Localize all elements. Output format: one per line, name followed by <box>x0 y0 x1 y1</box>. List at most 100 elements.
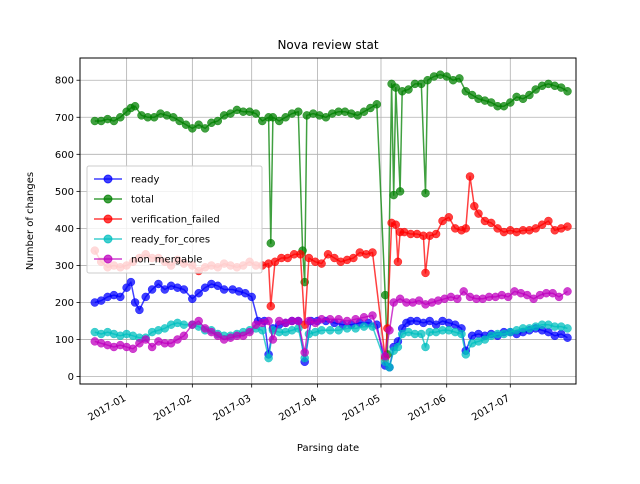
data-point-total <box>391 83 401 92</box>
data-point-non_mergable <box>245 327 254 337</box>
data-point-non_mergable <box>334 314 343 324</box>
data-point-verification_failed <box>544 216 553 226</box>
legend-box <box>86 165 263 274</box>
y-tick-label: 300 <box>55 261 74 272</box>
data-point-non_mergable <box>238 331 248 341</box>
data-point-ready <box>425 316 434 326</box>
plot-series <box>90 70 572 372</box>
data-point-non_mergable <box>311 318 320 328</box>
data-point-verification_failed <box>368 248 377 257</box>
data-point-total <box>194 120 203 129</box>
data-point-total <box>417 79 426 89</box>
data-point-total <box>266 238 276 248</box>
data-point-non_mergable <box>179 331 189 341</box>
data-point-ready <box>126 277 136 287</box>
legend-entry-ready: ready <box>94 174 160 186</box>
data-point-ready_for_cores <box>317 326 326 335</box>
data-point-total <box>169 113 178 122</box>
data-point-total <box>258 116 267 126</box>
data-point-total <box>421 188 430 198</box>
data-point-total <box>359 107 369 116</box>
legend: ready total verification_failed ready_for_c… <box>86 165 263 274</box>
legend-entry-total: total <box>94 194 154 206</box>
data-point-total <box>372 100 382 109</box>
data-point-total <box>181 120 191 129</box>
legend-label: total <box>131 195 154 206</box>
data-point-total <box>563 87 572 96</box>
data-point-verification_failed <box>421 268 430 278</box>
data-point-total <box>274 116 284 126</box>
y-tick-label: 400 <box>55 224 74 235</box>
data-point-non_mergable <box>188 320 197 329</box>
data-point-non_mergable <box>342 316 352 326</box>
y-tick-label: 800 <box>55 76 74 87</box>
legend-entry-ready_for_cores: ready_for_cores <box>94 234 210 246</box>
data-point-total <box>175 116 184 126</box>
data-point-verification_failed <box>349 253 358 263</box>
data-point-ready <box>141 292 150 302</box>
legend-label: ready_for_cores <box>131 235 210 246</box>
data-point-verification_failed <box>537 220 547 229</box>
data-point-ready <box>179 285 189 294</box>
data-point-non_mergable <box>264 316 273 326</box>
y-axis-label: Number of changes <box>25 172 36 270</box>
data-point-non_mergable <box>453 294 462 304</box>
data-point-total <box>213 116 223 126</box>
data-point-ready_for_cores <box>393 342 403 352</box>
data-point-ready_for_cores <box>359 322 369 331</box>
data-point-non_mergable <box>317 314 326 324</box>
data-point-verification_failed <box>470 201 479 211</box>
data-point-total <box>404 85 413 94</box>
data-point-total <box>109 116 119 126</box>
data-point-ready_for_cores <box>334 326 343 335</box>
data-point-non_mergable <box>385 326 394 335</box>
data-point-verification_failed <box>431 229 441 239</box>
data-point-verification_failed <box>296 250 305 259</box>
data-point-verification_failed <box>270 257 280 267</box>
data-point-ready_for_cores <box>325 326 335 335</box>
legend-entry-non_mergable: non_mergable <box>94 254 202 266</box>
data-point-non_mergable <box>294 316 303 326</box>
legend-label: ready <box>131 175 160 186</box>
data-point-total <box>461 87 471 96</box>
data-point-total <box>321 113 331 122</box>
data-point-non_mergable <box>194 316 203 326</box>
data-point-total <box>556 83 566 92</box>
data-point-non_mergable <box>563 287 572 296</box>
data-point-total <box>251 109 261 118</box>
data-point-ready <box>116 292 125 302</box>
legend-swatch-marker <box>103 194 113 204</box>
data-point-non_mergable <box>522 290 532 300</box>
data-point-non_mergable <box>207 327 216 337</box>
legend-swatch-marker <box>103 214 113 224</box>
y-tick-label: 0 <box>68 372 74 383</box>
data-point-ready_for_cores <box>385 363 394 372</box>
data-point-non_mergable <box>173 335 182 344</box>
data-point-ready_for_cores <box>342 324 352 333</box>
data-point-non_mergable <box>395 294 405 304</box>
data-point-verification_failed <box>444 213 454 222</box>
data-point-verification_failed <box>438 216 447 226</box>
data-point-ready_for_cores <box>160 324 170 333</box>
data-point-total <box>149 113 159 122</box>
data-point-verification_failed <box>461 224 471 233</box>
data-point-ready_for_cores <box>563 324 572 333</box>
data-point-non_mergable <box>414 296 424 305</box>
data-point-non_mergable <box>380 351 390 361</box>
y-tick-label: 500 <box>55 187 74 198</box>
data-point-total <box>294 107 303 116</box>
data-point-verification_failed <box>393 257 403 267</box>
legend-entry-verification_failed: verification_failed <box>94 214 220 226</box>
data-point-verification_failed <box>323 250 333 259</box>
data-point-non_mergable <box>503 292 513 302</box>
data-point-total <box>188 124 197 133</box>
data-point-ready <box>194 288 203 298</box>
data-point-ready <box>147 285 157 294</box>
y-tick-label: 100 <box>55 335 74 346</box>
legend-swatch-marker <box>103 234 113 244</box>
legend-label: non_mergable <box>131 255 202 266</box>
data-point-verification_failed <box>304 253 314 263</box>
data-point-ready_for_cores <box>264 353 273 363</box>
data-point-verification_failed <box>391 220 401 229</box>
